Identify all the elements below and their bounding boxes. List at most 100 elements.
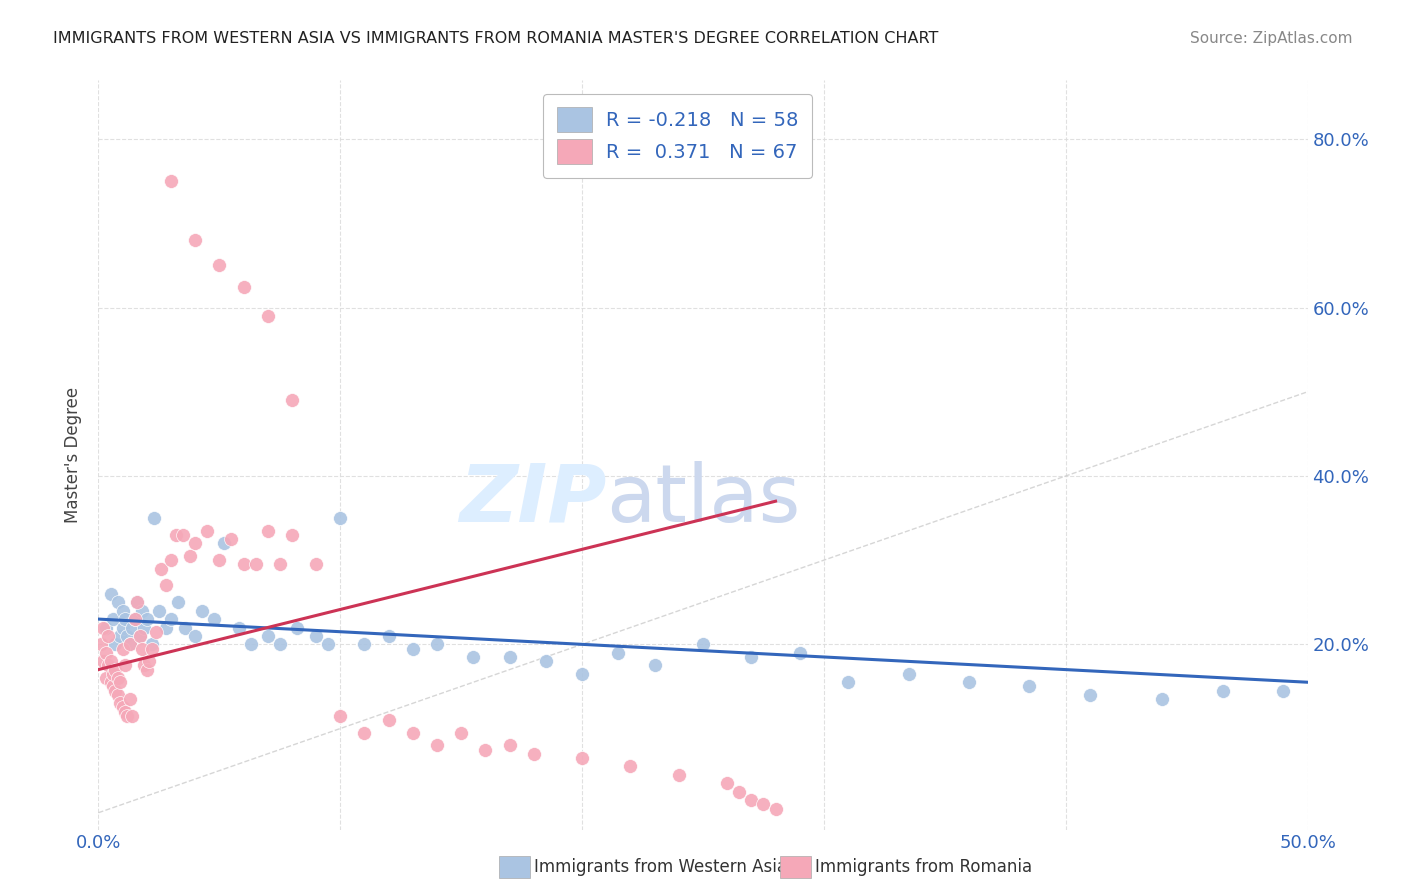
Point xyxy=(108,675,131,690)
Point xyxy=(716,776,738,790)
Point xyxy=(329,511,352,525)
Point xyxy=(111,641,134,656)
Point xyxy=(474,742,496,756)
Point xyxy=(245,558,267,572)
Point xyxy=(91,620,114,634)
Point xyxy=(165,528,187,542)
Point xyxy=(316,637,339,651)
Point xyxy=(150,561,173,575)
Point xyxy=(97,629,120,643)
Point xyxy=(353,725,375,739)
Point xyxy=(117,629,139,643)
Text: Immigrants from Romania: Immigrants from Romania xyxy=(815,858,1032,876)
Point xyxy=(450,725,472,739)
Text: Source: ZipAtlas.com: Source: ZipAtlas.com xyxy=(1189,31,1353,46)
Point xyxy=(107,595,129,609)
Point xyxy=(131,604,153,618)
Point xyxy=(114,705,136,719)
Point xyxy=(128,629,150,643)
Point xyxy=(124,612,146,626)
Point xyxy=(118,692,141,706)
Point xyxy=(607,646,630,660)
Point xyxy=(208,553,231,567)
Point xyxy=(160,174,183,188)
Point xyxy=(111,620,134,634)
Point xyxy=(256,524,278,538)
Point xyxy=(668,768,690,782)
Point xyxy=(463,650,485,665)
Point xyxy=(94,646,117,660)
Point xyxy=(212,536,235,550)
Point xyxy=(195,524,218,538)
Point xyxy=(377,629,399,643)
Point xyxy=(1152,692,1174,706)
Text: IMMIGRANTS FROM WESTERN ASIA VS IMMIGRANTS FROM ROMANIA MASTER'S DEGREE CORRELAT: IMMIGRANTS FROM WESTERN ASIA VS IMMIGRAN… xyxy=(53,31,939,46)
Point xyxy=(184,536,207,550)
Point xyxy=(305,629,328,643)
Point xyxy=(644,658,666,673)
Point xyxy=(402,725,425,739)
Point xyxy=(353,637,375,651)
Point xyxy=(145,624,167,639)
Point xyxy=(184,233,207,247)
Point xyxy=(138,654,160,668)
Point xyxy=(208,259,231,273)
Point xyxy=(281,393,304,408)
Point xyxy=(91,654,114,668)
Point xyxy=(160,553,183,567)
Point xyxy=(765,801,787,815)
Point xyxy=(114,612,136,626)
Point xyxy=(402,641,425,656)
Point xyxy=(131,641,153,656)
Point xyxy=(107,688,129,702)
Point xyxy=(118,637,141,651)
Point xyxy=(111,700,134,714)
Point xyxy=(124,612,146,626)
Point xyxy=(239,637,262,651)
Point xyxy=(256,309,278,323)
Point xyxy=(104,683,127,698)
Point xyxy=(111,604,134,618)
Point xyxy=(957,675,980,690)
Point xyxy=(281,528,304,542)
Point xyxy=(523,747,546,761)
Point xyxy=(498,650,520,665)
Point xyxy=(104,637,127,651)
Point xyxy=(135,663,157,677)
Point xyxy=(100,675,122,690)
Point xyxy=(121,709,143,723)
Point xyxy=(101,612,124,626)
Point xyxy=(897,666,920,681)
Point xyxy=(789,646,811,660)
Point xyxy=(117,709,139,723)
Text: ZIP: ZIP xyxy=(458,461,606,539)
Point xyxy=(128,629,150,643)
Point xyxy=(143,511,166,525)
Point xyxy=(179,549,201,563)
Point xyxy=(97,658,120,673)
Point xyxy=(1018,680,1040,694)
Point xyxy=(108,696,131,710)
Point xyxy=(269,558,291,572)
Point xyxy=(134,658,156,673)
Point xyxy=(692,637,714,651)
Point xyxy=(155,578,177,592)
Point xyxy=(184,629,207,643)
Point xyxy=(1212,683,1234,698)
Point xyxy=(256,629,278,643)
Point xyxy=(1272,683,1295,698)
Point xyxy=(167,595,190,609)
Point xyxy=(114,658,136,673)
Point xyxy=(269,637,291,651)
Point xyxy=(204,612,226,626)
Point xyxy=(1078,688,1101,702)
Point xyxy=(104,663,127,677)
Point xyxy=(127,595,149,609)
Point xyxy=(141,641,163,656)
Point xyxy=(94,620,117,634)
Point xyxy=(127,595,149,609)
Point xyxy=(221,532,243,546)
Point xyxy=(740,793,762,807)
Point xyxy=(740,650,762,665)
Point xyxy=(100,587,122,601)
